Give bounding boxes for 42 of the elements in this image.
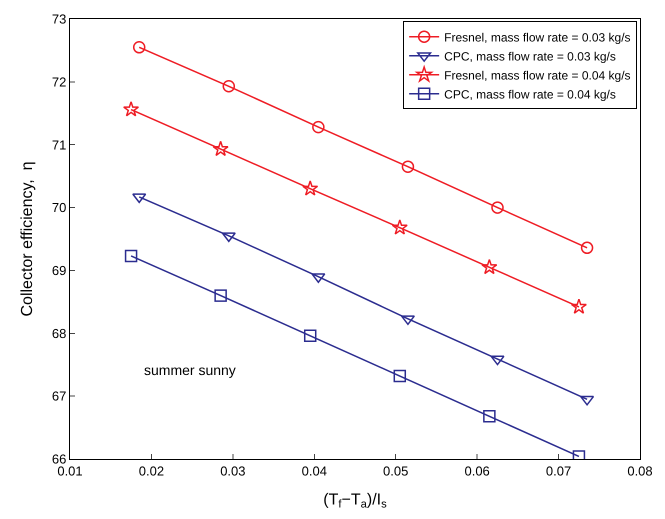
x-tick-label: 0.02 [138, 464, 164, 479]
legend-label: Fresnel, mass flow rate = 0.03 kg/s [444, 30, 631, 44]
y-axis-title: Collector efficiency, η [18, 161, 36, 317]
point [304, 330, 316, 342]
x-axis-title: (T$_{f}$−T$_{a}$)/I$_{s}$ [323, 491, 388, 511]
point [580, 396, 594, 406]
point [132, 41, 146, 54]
y-tick-label: 70 [52, 200, 66, 216]
x-tick-label: 0.03 [220, 464, 246, 479]
y-tick-label: 71 [52, 137, 66, 152]
point [212, 140, 229, 156]
legend-label: CPC, mass flow rate = 0.03 kg/s [444, 49, 616, 64]
point [222, 80, 236, 93]
x-tick-label: 0.08 [627, 464, 653, 479]
point [570, 298, 587, 314]
legend-label: Fresnel, mass flow rate = 0.04 kg/s [444, 68, 631, 82]
point [302, 180, 318, 196]
point [124, 250, 138, 262]
legend-label: CPC, mass flow rate = 0.04 kg/s [444, 87, 616, 102]
point [132, 193, 146, 204]
annotation: summer sunny [144, 362, 236, 378]
y-tick-label: 72 [52, 74, 66, 90]
point [123, 101, 140, 116]
point [222, 232, 236, 242]
y-tick-label: 68 [52, 326, 66, 341]
point [491, 201, 504, 214]
point [214, 289, 227, 302]
point [312, 120, 325, 134]
x-tick-label: 0.04 [302, 464, 327, 479]
point [402, 160, 414, 173]
point [580, 242, 594, 254]
x-tick-label: 0.05 [383, 464, 408, 479]
y-tick-label: 73 [52, 12, 66, 27]
y-tick-label: 67 [52, 388, 66, 404]
point [394, 370, 406, 382]
point [392, 219, 408, 235]
point [400, 315, 416, 326]
x-tick-label: 0.07 [546, 464, 572, 479]
x-tick-label: 0.06 [464, 464, 490, 479]
y-tick-label: 69 [52, 262, 66, 278]
point [483, 410, 496, 423]
point [481, 258, 498, 274]
